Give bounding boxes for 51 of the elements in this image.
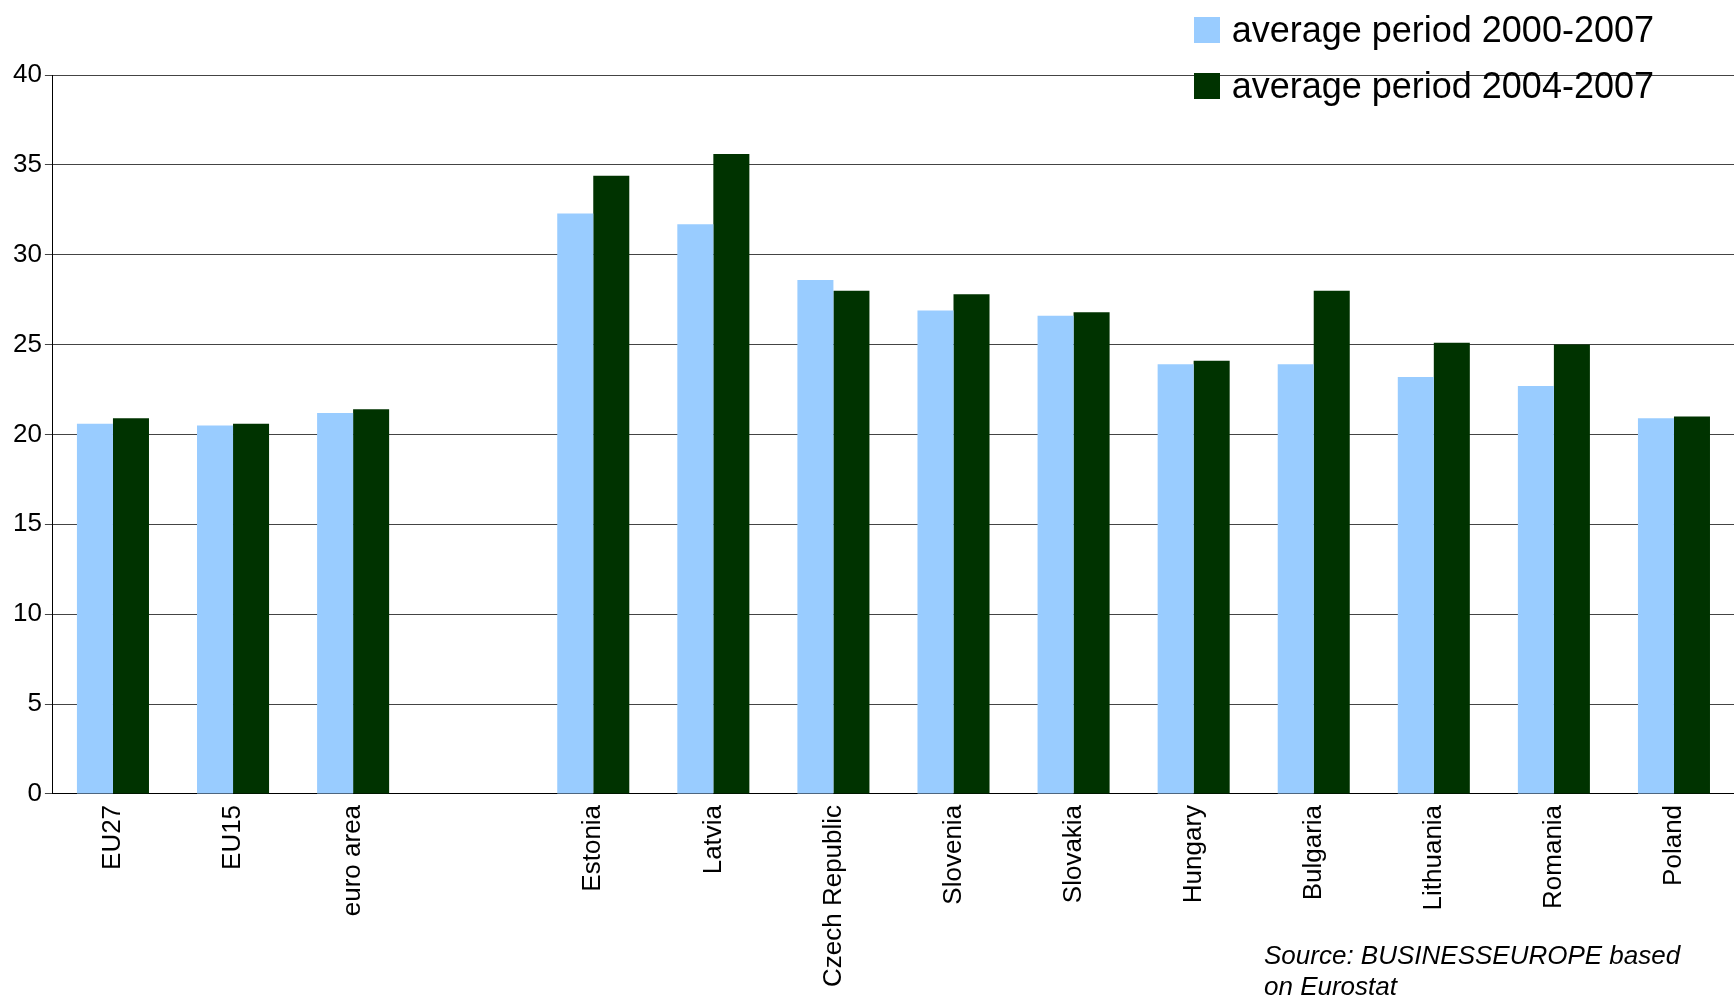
bar bbox=[1157, 364, 1194, 794]
x-tick-label: Bulgaria bbox=[1296, 804, 1327, 901]
bar bbox=[1397, 376, 1434, 794]
bar bbox=[1673, 416, 1710, 794]
x-tick-label: Lithuania bbox=[1416, 804, 1447, 911]
y-tick-label: 20 bbox=[13, 417, 42, 448]
bar bbox=[76, 423, 113, 794]
bar bbox=[233, 423, 270, 794]
x-tick-label: Hungary bbox=[1176, 804, 1207, 904]
bar bbox=[1073, 312, 1110, 794]
legend-label: average period 2000-2007 bbox=[1231, 8, 1654, 52]
y-tick-label: 15 bbox=[13, 507, 42, 538]
y-tick-label: 35 bbox=[13, 148, 42, 179]
bar bbox=[353, 409, 390, 794]
y-tick-label: 0 bbox=[27, 777, 42, 808]
bar bbox=[593, 175, 630, 794]
bar bbox=[953, 294, 990, 794]
x-tick-label: Romania bbox=[1537, 804, 1568, 909]
legend-label: average period 2004-2007 bbox=[1231, 64, 1654, 108]
bar bbox=[1433, 342, 1470, 794]
bar bbox=[1553, 344, 1590, 794]
y-tick-label: 10 bbox=[13, 597, 42, 628]
x-tick-label: euro area bbox=[336, 804, 367, 917]
y-tick-label: 25 bbox=[13, 327, 42, 358]
bar bbox=[1313, 290, 1350, 794]
x-tick-label: EU15 bbox=[216, 804, 247, 870]
bar bbox=[557, 213, 594, 794]
bar bbox=[1517, 385, 1554, 794]
x-tick-label: Slovakia bbox=[1056, 804, 1087, 904]
x-tick-label: Latvia bbox=[696, 804, 727, 875]
bar bbox=[1637, 418, 1674, 794]
x-tick-label: Poland bbox=[1657, 804, 1688, 886]
x-tick-label: Czech Republic bbox=[816, 804, 847, 987]
y-tick-label: 5 bbox=[27, 687, 42, 718]
x-tick-label: Slovenia bbox=[936, 804, 967, 905]
bar bbox=[317, 412, 354, 794]
bar bbox=[1037, 315, 1074, 794]
x-tick-label: EU27 bbox=[96, 804, 127, 870]
bar bbox=[112, 418, 149, 794]
x-tick-label: Estonia bbox=[576, 804, 607, 892]
bar bbox=[797, 279, 834, 794]
source-note: Source: BUSINESSEUROPE based on Eurostat bbox=[1264, 940, 1682, 999]
bar bbox=[197, 425, 234, 794]
bar bbox=[917, 310, 954, 794]
bar bbox=[713, 154, 750, 794]
y-tick-label: 40 bbox=[13, 58, 42, 89]
bar bbox=[1193, 360, 1230, 794]
y-tick-label: 30 bbox=[13, 237, 42, 268]
bar bbox=[833, 290, 870, 794]
bar bbox=[1277, 364, 1314, 794]
bar bbox=[677, 224, 714, 794]
